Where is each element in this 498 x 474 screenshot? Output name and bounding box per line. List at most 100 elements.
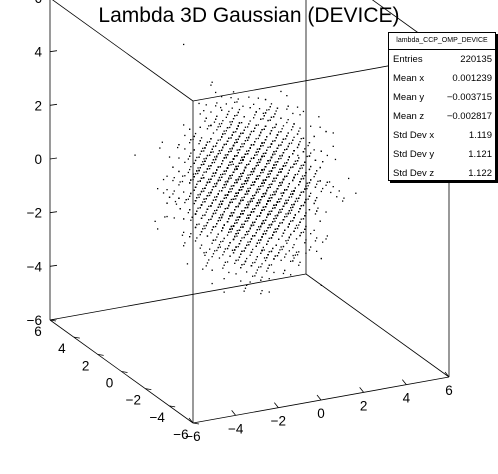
data-point (263, 257, 266, 259)
data-point (161, 141, 163, 143)
data-point (225, 130, 227, 132)
data-point (212, 151, 214, 153)
data-point (226, 140, 229, 142)
data-point (235, 259, 237, 262)
data-point (190, 219, 192, 221)
data-point (237, 232, 239, 234)
data-point (236, 195, 238, 197)
data-point (240, 159, 242, 161)
scatter-points (134, 43, 357, 295)
data-point (269, 194, 272, 196)
data-point (336, 196, 338, 198)
data-point (248, 190, 250, 192)
data-point (300, 164, 302, 167)
data-point (258, 134, 261, 137)
data-point (342, 200, 344, 202)
data-point (162, 178, 165, 181)
data-point (184, 175, 186, 177)
data-point (196, 210, 198, 212)
data-point (243, 290, 245, 292)
data-point (189, 168, 191, 171)
data-point (300, 191, 302, 193)
data-point (235, 273, 237, 275)
data-point (219, 152, 221, 154)
data-point (263, 142, 265, 144)
data-point (263, 155, 265, 157)
data-point (282, 232, 285, 234)
data-point (229, 121, 231, 123)
data-point (216, 249, 218, 252)
data-point (306, 188, 308, 190)
data-point (276, 174, 279, 176)
data-point (247, 126, 249, 128)
data-point (284, 189, 286, 191)
data-point (166, 215, 168, 218)
data-point (249, 160, 251, 162)
data-point (210, 218, 212, 220)
data-point (196, 170, 198, 172)
data-point (159, 147, 161, 149)
data-point (332, 186, 334, 188)
data-point (241, 237, 243, 239)
data-point (274, 161, 276, 163)
data-point (269, 173, 271, 175)
data-point (307, 185, 309, 187)
data-point (268, 224, 270, 226)
data-point (296, 200, 299, 202)
data-point (263, 115, 265, 117)
data-point (284, 162, 286, 164)
data-point (256, 256, 258, 258)
data-point (219, 206, 221, 208)
data-point (286, 215, 288, 218)
data-point (314, 173, 317, 175)
data-point (285, 240, 287, 242)
data-point (217, 246, 219, 249)
data-point (286, 242, 288, 244)
data-point (260, 252, 262, 254)
data-point (243, 236, 245, 239)
data-point (225, 143, 227, 145)
data-point (157, 188, 159, 190)
data-point (229, 161, 231, 163)
data-point (273, 258, 275, 260)
data-point (261, 129, 263, 131)
data-point (247, 174, 249, 176)
data-point (258, 226, 260, 228)
data-point (258, 148, 261, 150)
data-point (224, 208, 226, 210)
data-point (306, 182, 308, 184)
data-point (241, 143, 243, 145)
data-point (234, 101, 236, 103)
data-point (280, 157, 282, 160)
data-point (217, 179, 219, 182)
data-point (247, 201, 249, 203)
data-point (203, 177, 205, 179)
data-point (299, 194, 301, 196)
data-point (253, 157, 255, 159)
data-point (232, 252, 235, 254)
data-point (221, 109, 223, 111)
data-point (275, 110, 277, 112)
data-point (286, 108, 288, 110)
data-point (253, 117, 255, 119)
data-point (202, 161, 204, 163)
data-point (305, 212, 307, 214)
data-point (276, 214, 279, 217)
data-point (210, 84, 212, 86)
data-point (194, 186, 197, 188)
data-point (279, 182, 281, 184)
data-point (266, 216, 268, 218)
data-point (211, 229, 213, 231)
data-point (229, 175, 231, 177)
data-point (258, 188, 261, 190)
data-point (262, 112, 264, 114)
data-point (236, 168, 238, 170)
data-point (293, 244, 295, 246)
data-point (295, 238, 298, 240)
data-point (304, 215, 306, 217)
data-point (247, 214, 249, 216)
data-point (231, 121, 233, 123)
data-point (172, 166, 174, 168)
data-point (254, 208, 256, 210)
data-point (264, 139, 267, 141)
